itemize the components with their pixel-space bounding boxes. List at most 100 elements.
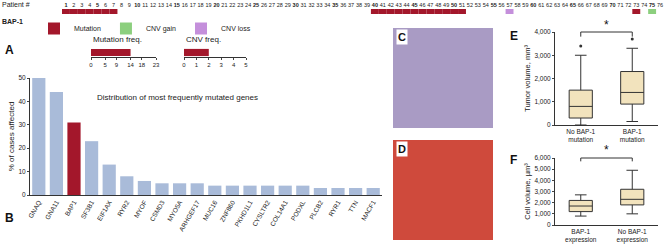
svg-text:CYSLTR2: CYSLTR2	[251, 199, 272, 228]
svg-text:29: 29	[285, 2, 291, 8]
svg-text:26: 26	[261, 2, 267, 8]
svg-text:BAP1: BAP1	[63, 199, 78, 217]
svg-text:23: 23	[153, 62, 160, 68]
svg-text:EIF1AX: EIF1AX	[96, 199, 114, 222]
svg-text:68: 68	[594, 2, 600, 8]
svg-text:0: 0	[182, 62, 186, 68]
svg-text:17: 17	[190, 2, 196, 8]
svg-text:30: 30	[18, 121, 26, 128]
svg-text:1: 1	[64, 2, 67, 8]
svg-text:11: 11	[142, 2, 148, 8]
svg-text:50: 50	[18, 74, 26, 81]
svg-text:76: 76	[657, 2, 663, 8]
svg-text:19: 19	[205, 2, 211, 8]
svg-text:0: 0	[89, 62, 93, 68]
svg-text:35: 35	[332, 2, 338, 8]
svg-text:9: 9	[115, 62, 119, 68]
svg-text:3: 3	[220, 62, 224, 68]
svg-text:22: 22	[229, 2, 235, 8]
svg-text:B: B	[5, 211, 14, 225]
svg-text:4: 4	[232, 62, 236, 68]
svg-text:2,000: 2,000	[534, 75, 551, 82]
svg-text:16: 16	[182, 2, 188, 8]
svg-text:71: 71	[617, 2, 623, 8]
svg-text:55: 55	[491, 2, 497, 8]
svg-text:72: 72	[625, 2, 631, 8]
svg-text:*: *	[604, 18, 609, 32]
svg-text:24: 24	[245, 2, 251, 8]
svg-text:MACF1: MACF1	[360, 199, 377, 222]
svg-text:2,000: 2,000	[534, 199, 551, 206]
svg-text:5: 5	[103, 62, 107, 68]
svg-text:E: E	[510, 29, 518, 43]
svg-text:33: 33	[316, 2, 322, 8]
svg-text:34: 34	[324, 2, 330, 8]
svg-text:ARHGEF17: ARHGEF17	[178, 199, 201, 233]
svg-text:0: 0	[547, 121, 551, 128]
svg-text:Distribution of most frequentl: Distribution of most frequently mutated …	[97, 93, 258, 102]
svg-text:Mutation freq.: Mutation freq.	[93, 35, 142, 44]
svg-text:13: 13	[158, 2, 164, 8]
svg-text:56: 56	[499, 2, 505, 8]
svg-text:PODXL: PODXL	[289, 199, 306, 222]
svg-text:2: 2	[207, 62, 211, 68]
svg-text:37: 37	[348, 2, 354, 8]
svg-text:Tumor volume, mm³: Tumor volume, mm³	[523, 45, 532, 112]
svg-text:20: 20	[18, 144, 26, 151]
svg-text:CNV freq.: CNV freq.	[186, 35, 221, 44]
svg-text:0: 0	[547, 221, 551, 228]
svg-text:CSMD3: CSMD3	[148, 199, 166, 223]
svg-text:BAP-1expression: BAP-1expression	[565, 228, 597, 244]
svg-text:10: 10	[18, 168, 26, 175]
svg-text:30: 30	[293, 2, 299, 8]
svg-text:45: 45	[411, 2, 417, 8]
svg-text:23: 23	[237, 2, 243, 8]
svg-text:65: 65	[570, 2, 576, 8]
svg-text:32: 32	[308, 2, 314, 8]
svg-text:15: 15	[174, 2, 180, 8]
svg-text:C: C	[398, 31, 406, 43]
svg-text:5: 5	[244, 62, 248, 68]
svg-text:57: 57	[506, 2, 512, 8]
svg-text:53: 53	[475, 2, 481, 8]
svg-text:PLCB2: PLCB2	[308, 199, 325, 221]
svg-text:ZNF860: ZNF860	[218, 199, 236, 223]
svg-text:0: 0	[22, 191, 26, 198]
svg-text:27: 27	[269, 2, 275, 8]
svg-text:52: 52	[467, 2, 473, 8]
svg-text:67: 67	[586, 2, 592, 8]
svg-text:1: 1	[195, 62, 199, 68]
svg-text:3: 3	[80, 2, 83, 8]
svg-text:10: 10	[134, 2, 140, 8]
svg-text:73: 73	[633, 2, 639, 8]
svg-text:46: 46	[419, 2, 425, 8]
svg-text:59: 59	[522, 2, 528, 8]
svg-text:20: 20	[213, 2, 219, 8]
svg-text:41: 41	[380, 2, 386, 8]
svg-text:D: D	[398, 143, 406, 155]
svg-text:58: 58	[514, 2, 520, 8]
svg-text:No BAP-1expression: No BAP-1expression	[617, 228, 649, 244]
svg-text:GNA11: GNA11	[44, 199, 61, 221]
svg-text:43: 43	[396, 2, 402, 8]
svg-text:64: 64	[562, 2, 568, 8]
svg-text:21: 21	[221, 2, 227, 8]
svg-text:48: 48	[435, 2, 441, 8]
svg-text:63: 63	[554, 2, 560, 8]
svg-text:50: 50	[451, 2, 457, 8]
svg-text:49: 49	[443, 2, 449, 8]
svg-text:25: 25	[253, 2, 259, 8]
svg-text:18: 18	[139, 62, 146, 68]
svg-text:42: 42	[388, 2, 394, 8]
svg-text:39: 39	[364, 2, 370, 8]
svg-text:8: 8	[120, 2, 123, 8]
svg-text:75: 75	[649, 2, 655, 8]
svg-text:6: 6	[104, 2, 107, 8]
svg-text:47: 47	[427, 2, 433, 8]
svg-text:62: 62	[546, 2, 552, 8]
svg-text:6,000: 6,000	[534, 154, 551, 161]
svg-text:14: 14	[166, 2, 172, 8]
svg-text:3,000: 3,000	[534, 52, 551, 59]
svg-text:28: 28	[277, 2, 283, 8]
svg-text:A: A	[5, 43, 14, 57]
